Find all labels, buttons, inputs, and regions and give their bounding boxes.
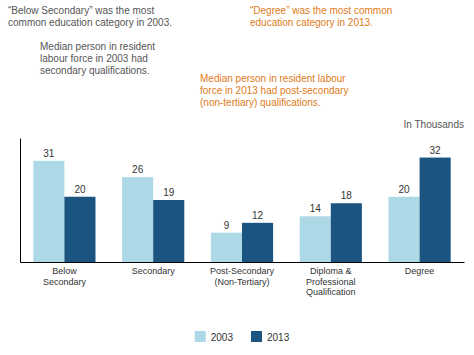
x-tick: BelowSecondary xyxy=(43,266,87,286)
data-label: 14 xyxy=(310,203,322,214)
annotation-line: Median person in resident xyxy=(40,41,155,52)
annotation-line: common education category in 2003. xyxy=(8,17,172,28)
x-tick-label-line: Professional xyxy=(306,277,356,287)
annotation-line: labour force in 2003 had xyxy=(40,53,148,64)
bar xyxy=(242,223,273,262)
data-label: 9 xyxy=(224,220,230,231)
bars xyxy=(33,158,450,262)
annotation-line: Median person in resident labour xyxy=(200,73,346,84)
bar xyxy=(153,200,184,262)
legend-swatch xyxy=(251,331,262,342)
data-label: 32 xyxy=(430,145,442,156)
x-tick-label-line: Post-Secondary xyxy=(210,266,275,276)
x-tick-label-line: Secondary xyxy=(43,277,87,287)
bar xyxy=(420,158,451,262)
x-tick-label-line: Below xyxy=(52,266,77,276)
legend-label: 2013 xyxy=(267,332,290,343)
annotations: “Below Secondary” was the mostcommon edu… xyxy=(8,5,464,130)
bar xyxy=(300,216,331,262)
data-label: 18 xyxy=(341,190,353,201)
x-tick: Secondary xyxy=(132,266,176,276)
x-tick: Post-Secondary(Non-Tertiary) xyxy=(210,266,275,286)
annotation: “Below Secondary” was the mostcommon edu… xyxy=(8,5,172,28)
bar xyxy=(331,203,362,262)
bar xyxy=(64,197,95,262)
y-axis xyxy=(20,139,21,263)
x-tick-label: Post-Secondary(Non-Tertiary) xyxy=(210,266,275,286)
x-tick-label: Diploma &ProfessionalQualification xyxy=(306,266,356,297)
annotation-line: force in 2013 had post-secondary xyxy=(200,85,348,96)
data-label: 19 xyxy=(163,187,175,198)
data-label: 31 xyxy=(43,148,55,159)
bar xyxy=(122,177,153,262)
x-tick-label-line: Qualification xyxy=(306,287,356,297)
x-tick-label-line: (Non-Tertiary) xyxy=(214,277,269,287)
x-tick: Degree xyxy=(405,266,435,276)
bar xyxy=(389,197,420,262)
x-tick-label: BelowSecondary xyxy=(43,266,87,286)
data-label: 20 xyxy=(74,184,86,195)
bar xyxy=(211,233,242,262)
legend-swatch xyxy=(195,331,206,342)
data-label: 12 xyxy=(252,210,264,221)
annotation-line: education category in 2013. xyxy=(250,17,373,28)
annotation: Median person in residentlabour force in… xyxy=(40,41,155,76)
annotation: “Degree” was the most commoneducation ca… xyxy=(250,5,392,28)
annotation-line: In Thousands xyxy=(404,119,464,130)
legend: 2003 2013 xyxy=(195,331,290,343)
annotation-line: “Degree” was the most common xyxy=(250,5,392,16)
chart: 3126914202019121832BelowSecondarySeconda… xyxy=(0,0,474,355)
x-axis: BelowSecondarySecondaryPost-Secondary(No… xyxy=(21,263,465,298)
x-tick-label: Secondary xyxy=(132,266,176,276)
y-axis-line xyxy=(20,139,21,263)
legend-label: 2003 xyxy=(211,332,234,343)
legend-item: 2003 xyxy=(195,331,234,343)
annotation: In Thousands xyxy=(404,119,464,130)
annotation-line: secondary qualifications. xyxy=(40,65,150,76)
data-label: 26 xyxy=(132,164,144,175)
data-label: 20 xyxy=(398,184,410,195)
x-tick-label-line: Diploma & xyxy=(310,266,352,276)
x-tick-label: Degree xyxy=(405,266,435,276)
annotation: Median person in resident labourforce in… xyxy=(200,73,348,108)
bar xyxy=(33,161,64,262)
x-tick-label-line: Secondary xyxy=(132,266,176,276)
x-tick-label-line: Degree xyxy=(405,266,435,276)
plot: 3126914202019121832BelowSecondarySeconda… xyxy=(21,139,465,298)
x-axis-line xyxy=(21,262,465,263)
annotation-line: (non-tertiary) qualifications. xyxy=(200,97,321,108)
annotation-line: “Below Secondary” was the most xyxy=(8,5,154,16)
data-labels: 31 26 9 14 20 20 19 12 18 32 xyxy=(43,145,441,231)
x-tick: Diploma &ProfessionalQualification xyxy=(306,266,356,297)
legend-item: 2013 xyxy=(251,331,290,343)
